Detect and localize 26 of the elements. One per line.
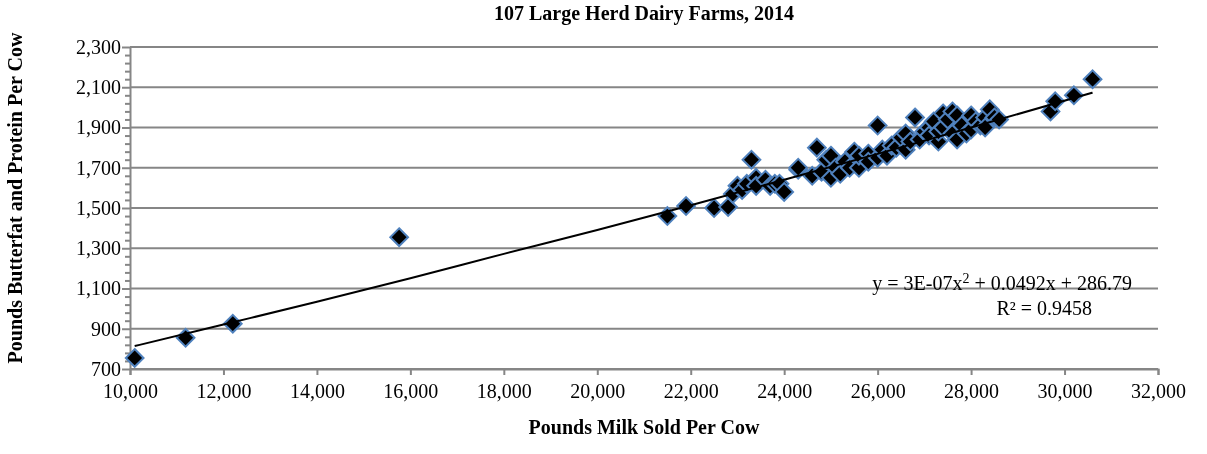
- y-axis-title: Pounds Butterfat and Protein Per Cow: [4, 31, 26, 364]
- x-tick-label: 26,000: [850, 380, 906, 402]
- x-tick-label: 20,000: [570, 380, 626, 402]
- x-tick-label: 24,000: [757, 380, 813, 402]
- y-tick-label: 1,700: [76, 156, 121, 179]
- y-tick-label: 1,100: [76, 277, 121, 300]
- y-tick-label: 1,900: [76, 116, 121, 139]
- y-tick-label: 900: [91, 317, 121, 340]
- y-tick-label: 1,300: [76, 237, 121, 260]
- chart-title: 107 Large Herd Dairy Farms, 2014: [494, 2, 794, 25]
- x-tick-label: 22,000: [663, 380, 719, 402]
- x-tick-label: 14,000: [289, 380, 345, 402]
- x-tick-label: 30,000: [1037, 380, 1093, 402]
- x-tick-label: 12,000: [196, 380, 252, 402]
- x-tick-label: 28,000: [944, 380, 1000, 402]
- y-tick-label: 1,500: [76, 196, 121, 219]
- x-tick-label: 18,000: [476, 380, 532, 402]
- x-tick-label: 10,000: [103, 380, 158, 402]
- x-tick-label: 32,000: [1131, 380, 1186, 402]
- annotation: y = 3E-07x$^{2}$ + 0.0492x + 286.79: [872, 270, 1132, 295]
- y-tick-label: 2,300: [76, 35, 121, 58]
- x-axis-title: Pounds Milk Sold Per Cow: [528, 416, 760, 438]
- y-tick-label: 2,100: [76, 76, 121, 99]
- x-tick-label: 16,000: [383, 380, 439, 402]
- y-tick-label: 700: [91, 357, 121, 380]
- annotation: R² = 0.9458: [996, 297, 1092, 319]
